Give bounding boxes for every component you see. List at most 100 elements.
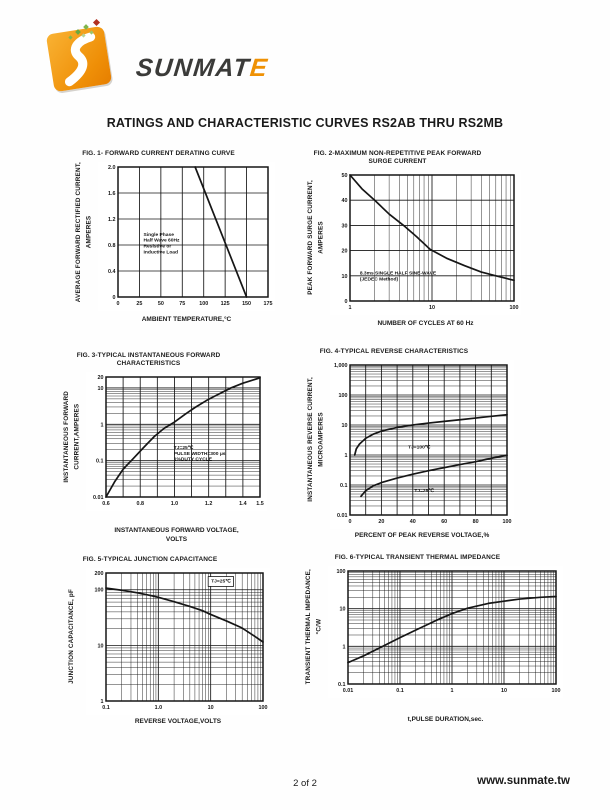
svg-text:8.3ms SINGLE HALF SINE-WAVE: 8.3ms SINGLE HALF SINE-WAVE: [360, 271, 437, 277]
svg-text:Resistive or: Resistive or: [144, 244, 172, 250]
fig2-x-axis-label: NUMBER OF CYCLES AT 60 Hz: [377, 320, 474, 328]
svg-text:0.4: 0.4: [108, 269, 116, 275]
svg-text:20: 20: [378, 519, 384, 525]
fig1-y-axis-label: AVERAGE FORWARD RECTIFIED CURRENT, AMPER…: [74, 161, 92, 302]
svg-text:1.0: 1.0: [155, 705, 163, 711]
fig1-plot: 0 25 50 75 100 125 150 175 0 0.4 0.8 1.2 1.6 2.0 Singl…: [98, 162, 275, 312]
fig2-title: FIG. 2-MAXIMUM NON-REPETITIVE PEAK FORWA…: [313, 150, 482, 166]
svg-text:125: 125: [221, 301, 230, 307]
svg-text:10: 10: [98, 386, 104, 392]
svg-text:100: 100: [503, 519, 512, 525]
svg-text:100: 100: [339, 393, 348, 399]
svg-text:100: 100: [95, 588, 104, 594]
svg-text:0: 0: [345, 299, 348, 305]
svg-text:(JEDEC Method): (JEDEC Method): [360, 277, 399, 283]
fig5-x-axis-label: REVERSE VOLTAGE,VOLTS: [134, 718, 222, 726]
fig6-x-axis-label: t,PULSE DURATION,sec.: [407, 716, 484, 724]
fig5-title: FIG. 5-TYPICAL JUNCTION CAPACITANCE: [82, 556, 218, 563]
svg-text:1.2: 1.2: [108, 217, 116, 223]
page-title: RATINGS AND CHARACTERISTIC CURVES RS2AB …: [106, 116, 504, 130]
svg-text:20: 20: [342, 249, 348, 255]
svg-text:0.8: 0.8: [136, 501, 144, 507]
brand-name-accent: E: [248, 54, 270, 82]
svg-text:1: 1: [345, 453, 348, 459]
fig6-title: FIG. 6-TYPICAL TRANSIENT THERMAL IMPEDAN…: [334, 554, 501, 561]
svg-text:10: 10: [342, 423, 348, 429]
svg-text:Half Wave 60Hz: Half Wave 60Hz: [144, 238, 181, 244]
svg-text:0: 0: [113, 295, 116, 301]
svg-text:0.6: 0.6: [102, 501, 110, 507]
svg-text:1.4: 1.4: [239, 501, 247, 507]
svg-text:100: 100: [337, 569, 346, 575]
brand-wordmark: SUNMATE: [134, 54, 270, 83]
fig3-x-axis-label: INSTANTANEOUS FORWARD VOLTAGE, VOLTS: [114, 527, 239, 543]
svg-text:Single Phase: Single Phase: [144, 232, 175, 238]
svg-text:1: 1: [343, 644, 346, 650]
svg-text:1%DUTY CYCLE: 1%DUTY CYCLE: [174, 457, 213, 463]
figure-4-reverse-characteristics: FIG. 4-TYPICAL REVERSE CHARACTERISTICS I…: [302, 348, 514, 541]
svg-text:40: 40: [410, 519, 416, 525]
svg-text:60: 60: [441, 519, 447, 525]
svg-text:80: 80: [473, 519, 479, 525]
svg-text:0.1: 0.1: [396, 688, 404, 694]
svg-text:1.5: 1.5: [256, 501, 264, 507]
figure-5-junction-capacitance: FIG. 5-TYPICAL JUNCTION CAPACITANCE JUNC…: [58, 556, 270, 727]
logo-sparkle-icon: [92, 18, 101, 27]
svg-text:0.01: 0.01: [343, 688, 354, 694]
figure-2-peak-forward-surge-current: FIG. 2-MAXIMUM NON-REPETITIVE PEAK FORWA…: [302, 150, 521, 329]
svg-text:10: 10: [501, 688, 507, 694]
fig1-x-axis-label: AMBIENT TEMPERATURE,°C: [141, 316, 232, 324]
svg-text:0.01: 0.01: [337, 513, 348, 519]
website-link[interactable]: www.sunmate.tw: [477, 775, 570, 787]
svg-text:1: 1: [451, 688, 454, 694]
fig2-y-axis-label: PEAK FORWARD SURGE CURRENT, AMPERES: [306, 180, 324, 296]
svg-text:10: 10: [208, 705, 214, 711]
svg-text:30: 30: [342, 224, 348, 230]
fig4-x-axis-label: PERCENT OF PEAK REVERSE VOLTAGE,%: [354, 532, 490, 540]
svg-text:TJ=25℃: TJ=25℃: [174, 444, 194, 451]
logo-s-swoosh-icon: [64, 32, 96, 87]
fig5-plot: 0.1 1.0 10 100 200 100 10 1 TJ=25℃: [86, 568, 270, 716]
svg-text:100: 100: [510, 305, 519, 311]
fig3-title: FIG. 3-TYPICAL INSTANTANEOUS FORWARD CHA…: [76, 352, 221, 368]
svg-text:0.1: 0.1: [96, 459, 104, 465]
svg-text:20: 20: [98, 375, 104, 381]
svg-text:10: 10: [429, 305, 435, 311]
svg-text:0: 0: [117, 301, 120, 307]
svg-text:TJ=25℃: TJ=25℃: [414, 487, 434, 494]
svg-text:1.2: 1.2: [205, 501, 213, 507]
svg-text:175: 175: [264, 301, 273, 307]
svg-text:0: 0: [349, 519, 352, 525]
fig4-title: FIG. 4-TYPICAL REVERSE CHARACTERISTICS: [319, 348, 469, 355]
fig3-plot: 0.6 0.8 1.0 1.2 1.4 1.5 20 10 1 0.1 0.01 TJ=25℃PULS…: [86, 372, 267, 512]
svg-text:1: 1: [101, 699, 104, 705]
svg-text:PULSE WIDTH=300 μs: PULSE WIDTH=300 μs: [174, 451, 226, 457]
svg-text:Inductive Load: Inductive Load: [144, 249, 179, 255]
fig6-y-axis-label: TRANSIENT THERMAL IMPEDANCE, °C/W: [304, 569, 322, 685]
svg-text:200: 200: [95, 571, 104, 577]
svg-text:40: 40: [342, 198, 348, 204]
svg-text:100: 100: [259, 705, 268, 711]
svg-text:1,000: 1,000: [334, 363, 348, 369]
svg-text:TJ=100℃: TJ=100℃: [408, 443, 431, 450]
figure-6-transient-thermal-impedance: FIG. 6-TYPICAL TRANSIENT THERMAL IMPEDAN…: [300, 554, 563, 725]
svg-text:50: 50: [342, 173, 348, 179]
brand-name-main: SUNMAT: [134, 54, 252, 82]
svg-text:1: 1: [349, 305, 352, 311]
svg-text:0.01: 0.01: [93, 495, 104, 501]
svg-text:0.1: 0.1: [338, 682, 346, 688]
fig3-y-axis-label: INSTANTANEOUS FORWARD CURRENT,AMPERES: [62, 390, 80, 483]
fig2-plot: 1 10 100 0 10 20 30 40 50 8.3ms SINGLE HALF SINE-…: [330, 170, 521, 316]
svg-text:10: 10: [98, 643, 104, 649]
svg-text:0.1: 0.1: [340, 483, 348, 489]
fig5-y-axis-label: JUNCTION CAPACITANCE, pF: [67, 589, 75, 685]
svg-text:0.1: 0.1: [102, 705, 110, 711]
figure-1-forward-current-derating: FIG. 1- FORWARD CURRENT DERATING CURVE A…: [70, 150, 275, 325]
svg-text:10: 10: [342, 274, 348, 280]
svg-text:75: 75: [179, 301, 185, 307]
fig4-plot: 0 20 40 60 80 100 1,000 100 10 1 0.1 0.01 TJ=100℃ TJ=…: [330, 360, 514, 530]
svg-text:1.0: 1.0: [171, 501, 179, 507]
svg-text:25: 25: [136, 301, 142, 307]
svg-text:2.0: 2.0: [108, 165, 116, 171]
